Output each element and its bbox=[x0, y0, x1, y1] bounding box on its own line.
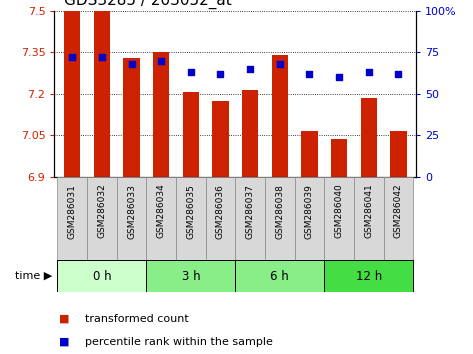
Bar bbox=[331, 139, 347, 177]
Bar bbox=[212, 101, 228, 177]
Point bbox=[276, 61, 284, 67]
Text: 12 h: 12 h bbox=[356, 270, 382, 282]
Bar bbox=[301, 131, 318, 177]
Bar bbox=[64, 11, 80, 177]
Point bbox=[246, 66, 254, 72]
Text: ■: ■ bbox=[59, 337, 70, 347]
FancyBboxPatch shape bbox=[146, 260, 236, 292]
Text: GSM286042: GSM286042 bbox=[394, 184, 403, 238]
FancyBboxPatch shape bbox=[206, 177, 236, 260]
Text: transformed count: transformed count bbox=[85, 314, 189, 324]
Text: 6 h: 6 h bbox=[271, 270, 289, 282]
Text: 0 h: 0 h bbox=[93, 270, 111, 282]
Bar bbox=[153, 52, 169, 177]
FancyBboxPatch shape bbox=[117, 177, 146, 260]
Text: GDS3285 / 203052_at: GDS3285 / 203052_at bbox=[64, 0, 232, 9]
Text: GSM286031: GSM286031 bbox=[68, 184, 77, 239]
Text: ■: ■ bbox=[59, 314, 70, 324]
Text: GSM286037: GSM286037 bbox=[245, 184, 254, 239]
FancyBboxPatch shape bbox=[87, 177, 117, 260]
Text: GSM286033: GSM286033 bbox=[127, 184, 136, 239]
Bar bbox=[242, 90, 258, 177]
FancyBboxPatch shape bbox=[384, 177, 413, 260]
FancyBboxPatch shape bbox=[354, 177, 384, 260]
Point bbox=[187, 69, 194, 75]
Text: GSM286035: GSM286035 bbox=[186, 184, 195, 239]
Point bbox=[128, 61, 135, 67]
FancyBboxPatch shape bbox=[57, 260, 146, 292]
Text: percentile rank within the sample: percentile rank within the sample bbox=[85, 337, 273, 347]
Text: 3 h: 3 h bbox=[182, 270, 200, 282]
Text: time ▶: time ▶ bbox=[15, 271, 52, 281]
Text: GSM286039: GSM286039 bbox=[305, 184, 314, 239]
Point bbox=[69, 55, 76, 60]
Bar bbox=[272, 55, 288, 177]
FancyBboxPatch shape bbox=[176, 177, 206, 260]
FancyBboxPatch shape bbox=[295, 177, 324, 260]
FancyBboxPatch shape bbox=[324, 260, 413, 292]
Text: GSM286040: GSM286040 bbox=[334, 184, 343, 238]
Point bbox=[158, 58, 165, 63]
Text: GSM286034: GSM286034 bbox=[157, 184, 166, 238]
Text: GSM286041: GSM286041 bbox=[364, 184, 373, 238]
FancyBboxPatch shape bbox=[146, 177, 176, 260]
FancyBboxPatch shape bbox=[236, 260, 324, 292]
Point bbox=[306, 71, 313, 77]
FancyBboxPatch shape bbox=[324, 177, 354, 260]
Bar bbox=[183, 92, 199, 177]
Bar bbox=[390, 131, 407, 177]
Bar bbox=[123, 58, 140, 177]
FancyBboxPatch shape bbox=[57, 177, 87, 260]
Text: GSM286036: GSM286036 bbox=[216, 184, 225, 239]
Bar bbox=[360, 98, 377, 177]
FancyBboxPatch shape bbox=[236, 177, 265, 260]
Point bbox=[365, 69, 373, 75]
Bar bbox=[94, 11, 110, 177]
Point bbox=[335, 74, 343, 80]
Point bbox=[394, 71, 402, 77]
Point bbox=[217, 71, 224, 77]
FancyBboxPatch shape bbox=[265, 177, 295, 260]
Text: GSM286032: GSM286032 bbox=[97, 184, 106, 238]
Point bbox=[98, 55, 105, 60]
Text: GSM286038: GSM286038 bbox=[275, 184, 284, 239]
